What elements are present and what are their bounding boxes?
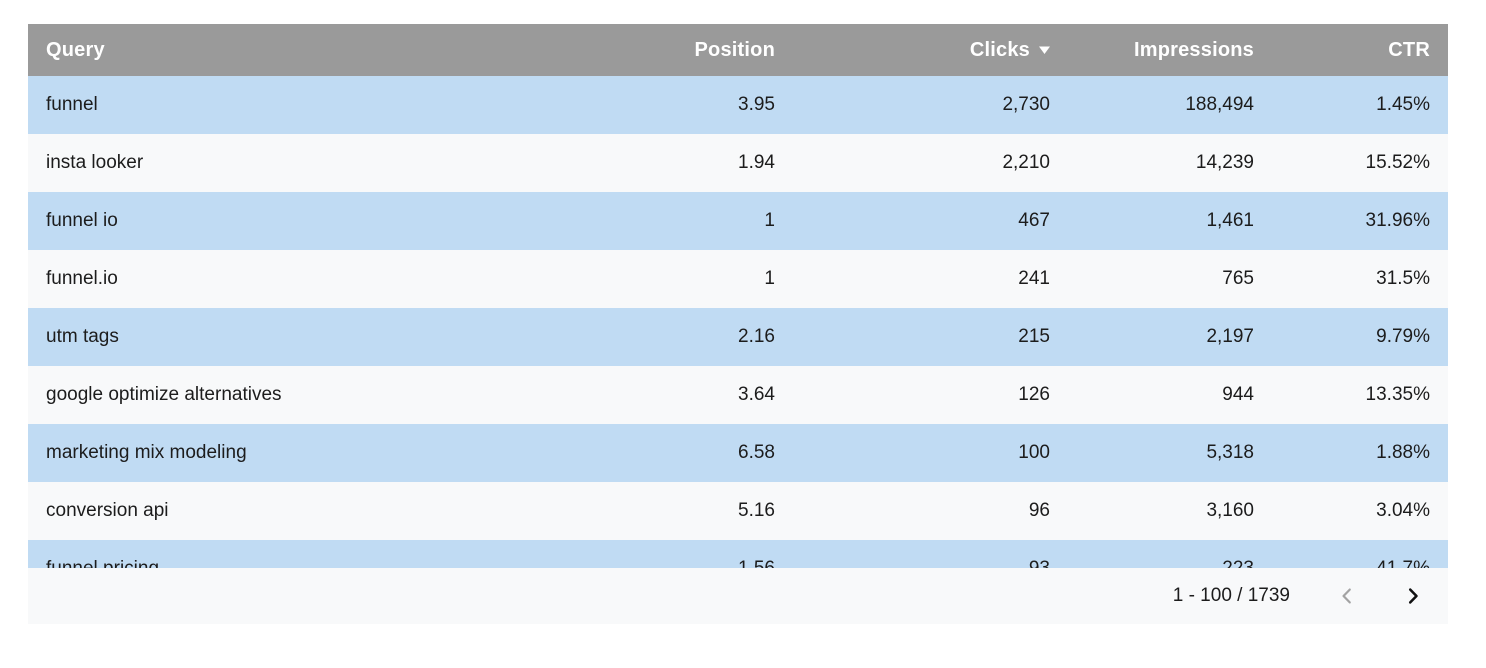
cell-position: 3.64 (738, 384, 775, 405)
cell-clicks: 241 (1018, 268, 1050, 289)
table-body: funnel 3.95 2,730 188,494 1.45% insta lo… (28, 76, 1448, 568)
table-row: funnel.io 1 241 765 31.5% (28, 250, 1448, 308)
cell-query: insta looker (46, 152, 144, 173)
cell-clicks: 126 (1018, 384, 1050, 405)
table-row: funnel io 1 467 1,461 31.96% (28, 192, 1448, 250)
cell-impressions: 223 (1068, 558, 1272, 568)
cell-query: funnel pricing (28, 558, 613, 568)
cell-clicks: 215 (1018, 326, 1050, 347)
cell-ctr: 15.52% (1365, 152, 1430, 173)
column-header-clicks[interactable]: Clicks (793, 39, 1068, 62)
chevron-left-icon (1336, 585, 1358, 607)
prev-page-button[interactable] (1336, 585, 1358, 607)
cell-ctr: 31.5% (1376, 268, 1430, 289)
cell-impressions: 5,318 (1206, 442, 1254, 463)
cell-clicks: 2,210 (1002, 152, 1050, 173)
table-row: utm tags 2.16 215 2,197 9.79% (28, 308, 1448, 366)
sort-desc-icon (1039, 46, 1050, 54)
pagination-range-label: 1 - 100 / 1739 (1172, 585, 1290, 606)
cell-impressions: 2,197 (1206, 326, 1254, 347)
column-header-query[interactable]: Query (46, 38, 105, 61)
cell-position: 2.16 (738, 326, 775, 347)
table-row-clipped: funnel pricing 1.56 93 223 41.7% (28, 540, 1448, 568)
cell-impressions: 14,239 (1195, 152, 1254, 173)
cell-query: funnel (46, 94, 98, 115)
cell-clicks: 100 (1018, 442, 1050, 463)
table-footer: 1 - 100 / 1739 (28, 568, 1448, 624)
cell-query: conversion api (46, 500, 169, 521)
query-table-widget: Query Position Clicks Impressions CTR fu… (28, 24, 1448, 624)
cell-position: 1 (764, 210, 775, 231)
cell-ctr: 41.7% (1272, 558, 1448, 568)
cell-clicks: 2,730 (1002, 94, 1050, 115)
cell-impressions: 188,494 (1185, 94, 1254, 115)
table-row: funnel 3.95 2,730 188,494 1.45% (28, 76, 1448, 134)
cell-position: 1 (764, 268, 775, 289)
cell-query: google optimize alternatives (46, 384, 282, 405)
cell-clicks: 467 (1018, 210, 1050, 231)
column-header-impressions[interactable]: Impressions (1133, 38, 1254, 61)
cell-query: funnel io (46, 210, 118, 231)
cell-ctr: 9.79% (1376, 326, 1430, 347)
table-header-row: Query Position Clicks Impressions CTR (28, 24, 1448, 76)
chevron-right-icon (1402, 585, 1424, 607)
cell-position: 1.94 (738, 152, 775, 173)
table-row: marketing mix modeling 6.58 100 5,318 1.… (28, 424, 1448, 482)
cell-position: 3.95 (738, 94, 775, 115)
cell-ctr: 1.45% (1376, 94, 1430, 115)
cell-ctr: 31.96% (1365, 210, 1430, 231)
cell-ctr: 1.88% (1376, 442, 1430, 463)
table-row: google optimize alternatives 3.64 126 94… (28, 366, 1448, 424)
column-header-ctr[interactable]: CTR (1388, 38, 1430, 61)
cell-clicks: 93 (793, 558, 1068, 568)
column-header-clicks-label: Clicks (969, 38, 1030, 61)
cell-impressions: 1,461 (1206, 210, 1254, 231)
column-header-position[interactable]: Position (694, 38, 775, 61)
table-row: conversion api 5.16 96 3,160 3.04% (28, 482, 1448, 540)
cell-clicks: 96 (1028, 500, 1050, 521)
cell-ctr: 3.04% (1376, 500, 1430, 521)
cell-position: 1.56 (613, 558, 793, 568)
cell-query: utm tags (46, 326, 119, 347)
cell-query: marketing mix modeling (46, 442, 247, 463)
cell-impressions: 765 (1222, 268, 1254, 289)
next-page-button[interactable] (1402, 585, 1424, 607)
cell-impressions: 944 (1222, 384, 1254, 405)
cell-ctr: 13.35% (1365, 384, 1430, 405)
cell-position: 6.58 (738, 442, 775, 463)
cell-query: funnel.io (46, 268, 118, 289)
table-row: insta looker 1.94 2,210 14,239 15.52% (28, 134, 1448, 192)
cell-position: 5.16 (738, 500, 775, 521)
cell-impressions: 3,160 (1206, 500, 1254, 521)
